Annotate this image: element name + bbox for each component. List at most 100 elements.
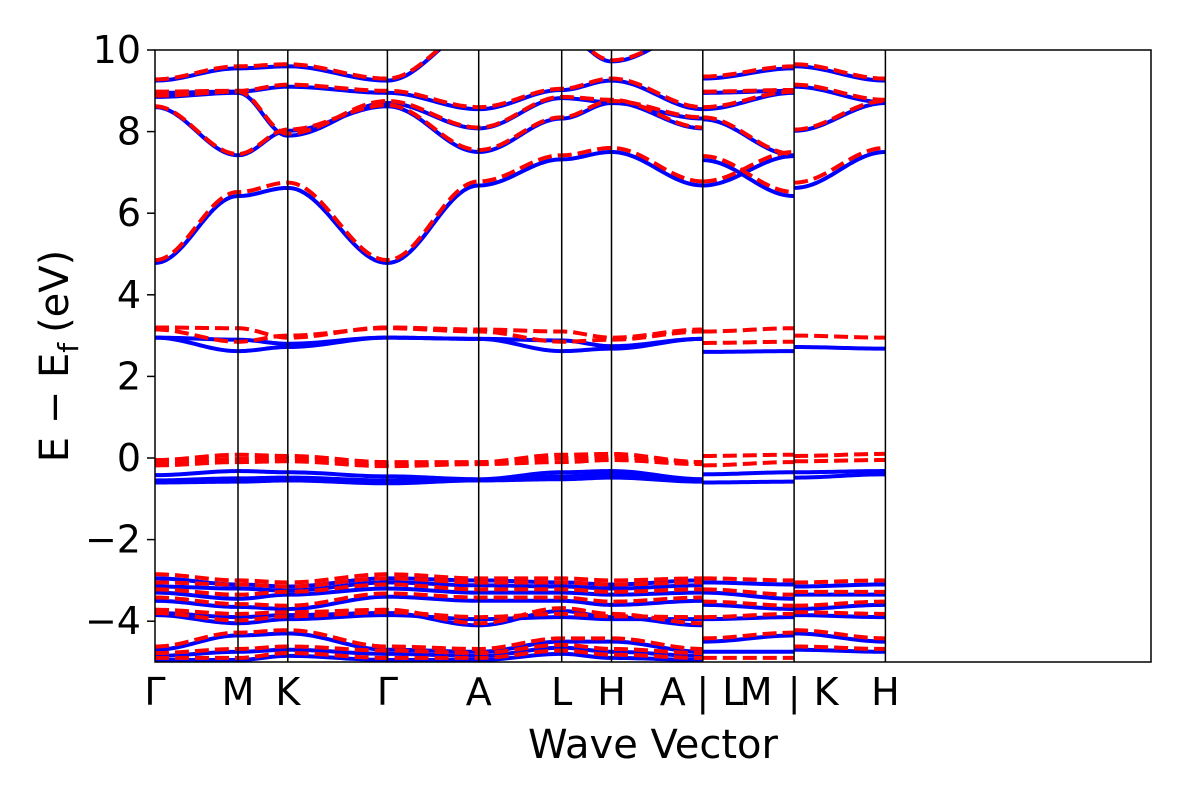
band-line-1-44 — [794, 599, 886, 608]
band-line-1-35 — [794, 145, 886, 185]
band-line-0-7 — [155, 469, 703, 482]
band-line-1-4 — [155, 50, 652, 82]
band-line-1-23 — [702, 87, 795, 94]
band-line-1-15 — [155, 610, 703, 623]
band-line-0-28 — [702, 580, 795, 587]
band-line-1-39 — [794, 333, 886, 340]
band-line-0-34 — [794, 150, 886, 190]
band-line-0-40 — [794, 472, 886, 480]
band-line-0-43 — [794, 602, 886, 611]
y-axis-title-main: E − E — [32, 353, 78, 463]
band-line-0-25 — [702, 349, 795, 354]
y-tick-label: 8 — [117, 110, 141, 154]
band-line-0-29 — [702, 590, 795, 601]
y-axis-title-unit: (eV) — [32, 250, 78, 333]
band-line-1-30 — [702, 587, 795, 597]
y-tick-label: 0 — [117, 436, 141, 480]
band-line-0-31 — [702, 615, 795, 622]
y-axis-title-subscript: f — [52, 342, 85, 353]
x-tick-label: Γ — [377, 670, 398, 714]
band-line-1-18 — [155, 648, 703, 660]
band-line-1-16 — [155, 628, 703, 651]
x-tick-label: | — [788, 670, 801, 715]
y-axis-ticks: −4 −2 0 2 4 6 8 10 — [85, 28, 155, 643]
band-line-0-45 — [794, 631, 886, 644]
band-line-0-39 — [794, 469, 886, 475]
band-line-1-11 — [155, 576, 703, 589]
band-line-0-20 — [702, 158, 795, 199]
band-line-1-14 — [155, 606, 703, 626]
band-line-0-17 — [155, 645, 703, 658]
band-line-0-30 — [702, 602, 795, 611]
x-tick-label: K — [814, 670, 840, 714]
x-tick-label: M — [222, 670, 255, 714]
band-line-1-25 — [702, 326, 795, 334]
x-axis-title: Wave Vector — [528, 722, 779, 768]
band-line-1-46 — [794, 628, 886, 641]
band-line-0-18 — [155, 651, 703, 662]
band-line-0-0 — [155, 149, 703, 265]
x-tick-label: H — [871, 670, 900, 714]
band-line-1-5 — [155, 325, 703, 340]
band-line-1-8 — [155, 455, 703, 467]
band-line-1-45 — [794, 610, 886, 616]
band-line-1-9 — [155, 458, 703, 469]
band-line-1-27 — [702, 452, 795, 458]
x-tick-label: L — [722, 670, 743, 714]
y-tick-label: −4 — [85, 599, 141, 643]
y-tick-label: 10 — [93, 28, 141, 72]
band-line-1-7 — [155, 451, 703, 465]
band-line-1-6 — [155, 326, 703, 344]
band-line-0-12 — [155, 586, 703, 601]
y-tick-label: 6 — [117, 191, 141, 235]
svg-text:E − Ef(eV): E − Ef (eV) — [32, 250, 85, 463]
band-line-1-19 — [702, 150, 795, 184]
x-tick-label: A — [466, 670, 492, 714]
band-line-1-1 — [155, 98, 703, 157]
band-line-1-13 — [155, 591, 703, 608]
x-tick-label: Γ — [144, 670, 165, 714]
band-line-0-16 — [155, 631, 703, 654]
x-tick-label: L — [551, 670, 572, 714]
band-line-1-22 — [702, 89, 795, 110]
band-line-1-32 — [702, 611, 795, 620]
band-line-1-42 — [794, 578, 886, 585]
band-line-1-40 — [794, 451, 886, 458]
band-line-0-38 — [794, 345, 886, 351]
band-line-0-24 — [702, 66, 795, 81]
y-tick-label: 4 — [117, 273, 141, 317]
plot-background — [155, 50, 1151, 662]
high-symmetry-lines — [237, 50, 887, 662]
x-tick-label: M — [740, 670, 773, 714]
band-line-1-29 — [702, 576, 795, 583]
series-dashed-red — [155, 50, 886, 660]
band-line-1-24 — [702, 64, 795, 79]
band-line-1-33 — [702, 630, 795, 641]
band-line-0-26 — [702, 470, 795, 477]
y-tick-label: −2 — [85, 518, 141, 562]
band-line-1-0 — [155, 145, 703, 263]
plot-frame — [154, 49, 1152, 663]
band-line-0-44 — [794, 613, 886, 620]
band-line-0-41 — [794, 582, 886, 589]
band-line-0-13 — [155, 594, 703, 611]
x-tick-label: H — [597, 670, 626, 714]
band-line-1-2 — [155, 89, 703, 136]
band-line-1-31 — [702, 599, 795, 608]
y-tick-label: 2 — [117, 354, 141, 398]
band-line-1-26 — [702, 339, 795, 345]
band-line-1-10 — [155, 572, 703, 585]
band-line-0-15 — [155, 613, 703, 626]
band-line-1-20 — [702, 154, 795, 194]
y-axis-title: E − Ef (eV) — [32, 250, 85, 463]
band-series-layer — [155, 50, 886, 662]
band-line-1-37 — [794, 82, 886, 102]
band-line-1-17 — [155, 642, 703, 656]
band-line-0-11 — [155, 580, 703, 593]
x-tick-label: | — [696, 670, 709, 715]
band-line-1-21 — [702, 115, 795, 157]
band-line-0-46 — [794, 647, 886, 654]
x-tick-label: A — [660, 670, 686, 714]
x-tick-label: K — [275, 670, 301, 714]
